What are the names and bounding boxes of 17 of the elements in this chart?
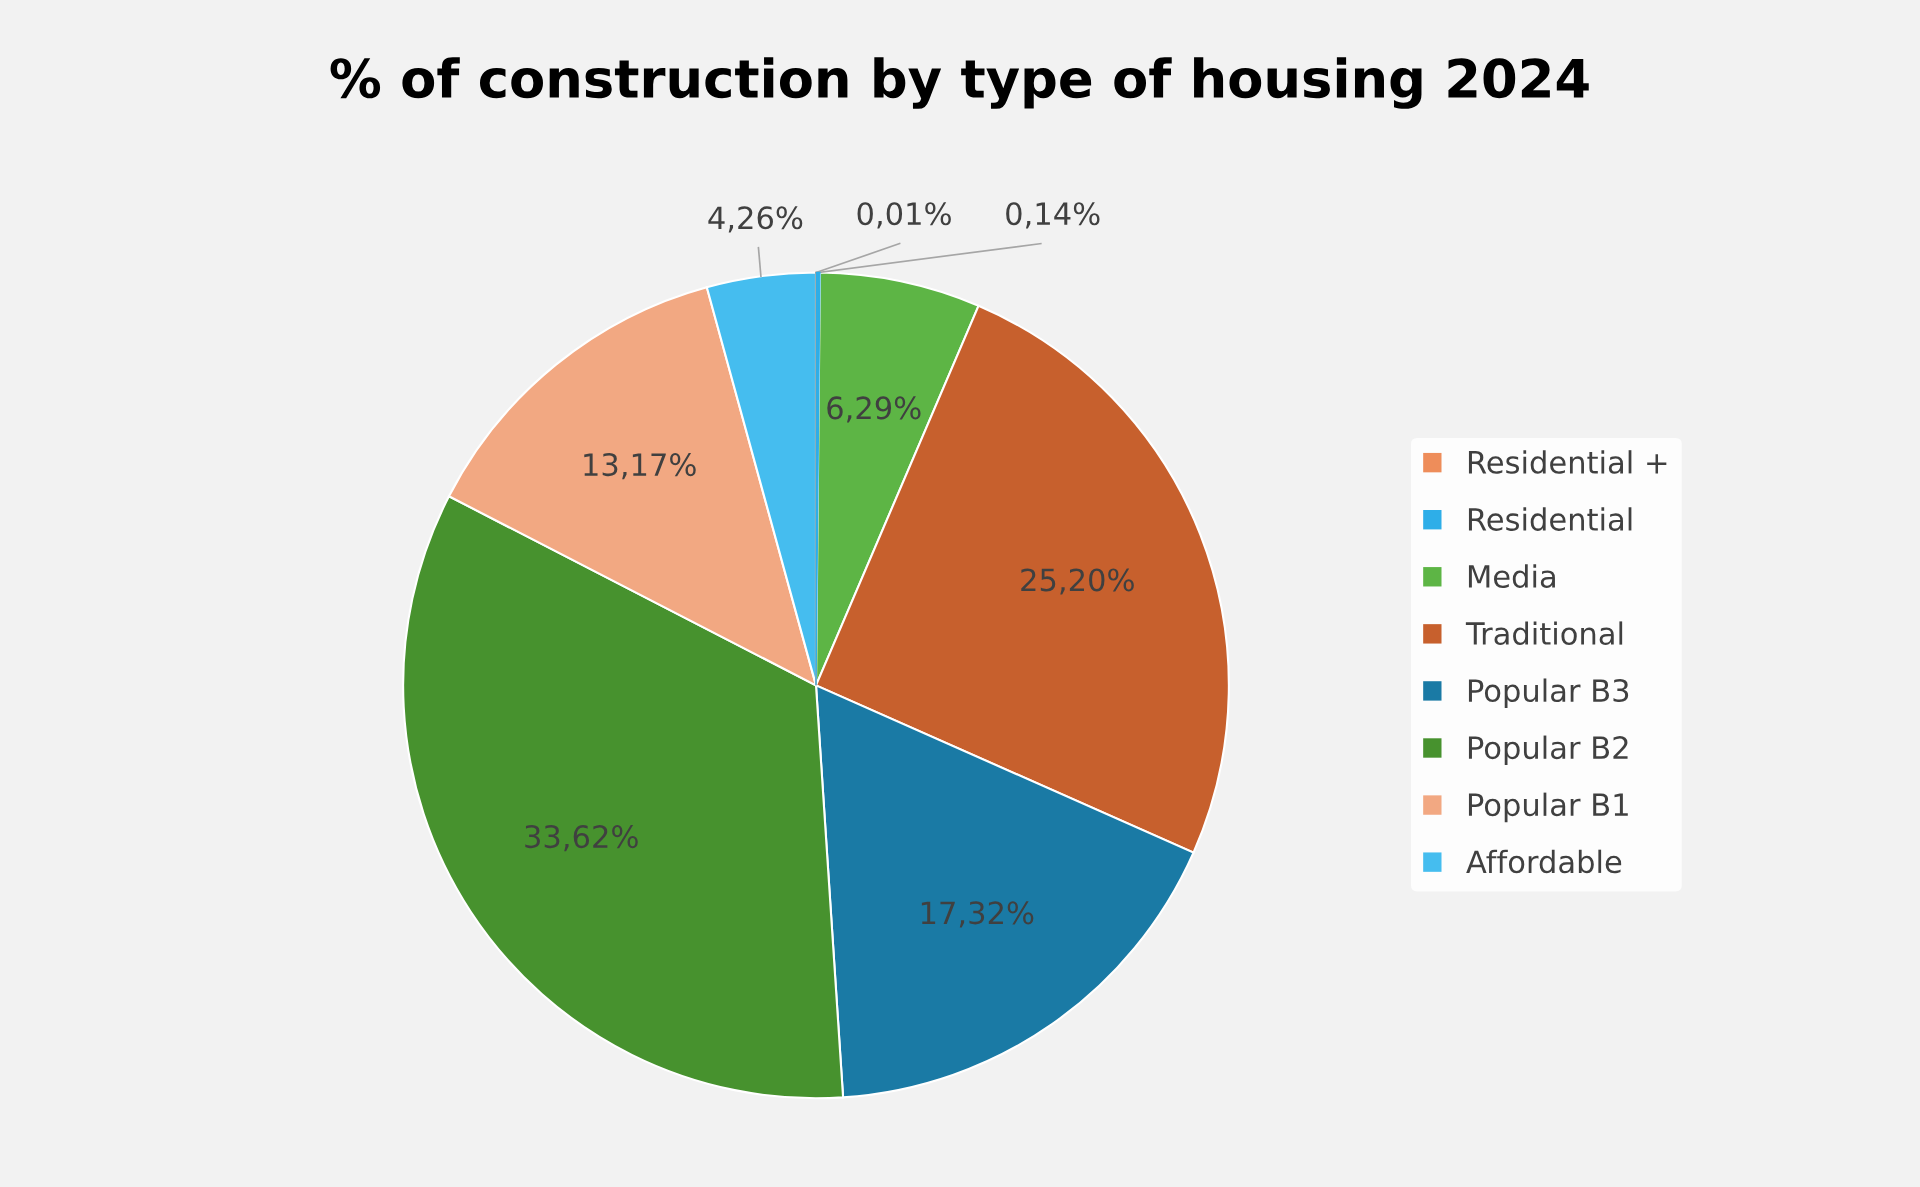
data-label: 25,20% xyxy=(1021,568,1134,595)
chart-title: % of construction by type of housing 2024 xyxy=(330,57,1589,109)
legend-label: Residential xyxy=(1468,507,1632,531)
data-label: 13,17% xyxy=(584,453,696,480)
legend-label: Popular B1 xyxy=(1468,792,1628,823)
legend-label: Media xyxy=(1468,564,1555,588)
legend-label: Popular B3 xyxy=(1468,678,1629,709)
data-label: 4,26% xyxy=(708,206,803,233)
data-label: 0,14% xyxy=(1006,202,1100,229)
data-label: 33,62% xyxy=(525,825,638,852)
legend-label: Affordable xyxy=(1466,849,1622,874)
legend-label: Popular B2 xyxy=(1468,735,1628,766)
legend-label: Traditional xyxy=(1465,621,1623,646)
data-label: 0,01% xyxy=(857,202,951,229)
legend-label: Residential + xyxy=(1468,450,1667,474)
data-label: 17,32% xyxy=(921,901,1034,928)
data-label: 6,29% xyxy=(827,396,921,423)
